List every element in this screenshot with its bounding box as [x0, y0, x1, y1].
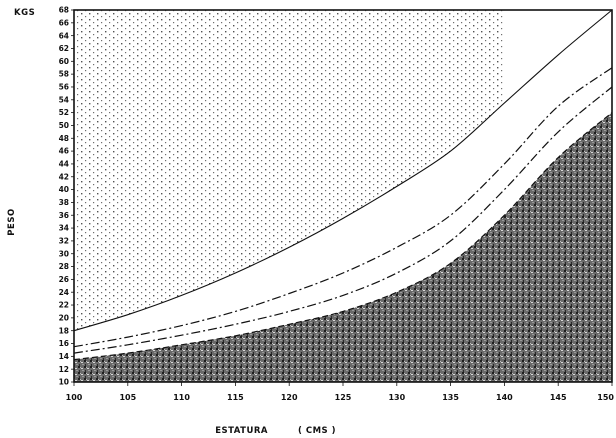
- series-line-2: [73, 67, 613, 348]
- y-tick-label: 38: [59, 198, 69, 207]
- series-line-1: [73, 9, 613, 332]
- x-axis-ticks: 100 105 110 115 120 125 130 135 140 145 150: [66, 382, 614, 402]
- y-tick-label: 36: [59, 211, 69, 220]
- y-tick-label: 32: [59, 236, 69, 245]
- x-tick-label: 100: [66, 393, 83, 402]
- y-tick-label: 60: [59, 57, 69, 66]
- y-tick-label: 56: [59, 83, 69, 92]
- shaded-region: [74, 112, 612, 382]
- y-tick-label: 48: [59, 134, 69, 143]
- x-tick-label: 115: [227, 393, 244, 402]
- x-tick-label: 120: [281, 393, 298, 402]
- x-tick-label: 125: [335, 393, 352, 402]
- series-lines: [73, 9, 613, 361]
- y-tick-label: 46: [59, 147, 69, 156]
- x-tick-label: 150: [597, 393, 614, 402]
- y-tick-label: 68: [59, 6, 69, 15]
- y-tick-label: 64: [59, 31, 69, 40]
- y-axis-label: PESO: [7, 208, 17, 235]
- y-tick-label: 26: [59, 275, 69, 284]
- y-axis-unit: KGS: [14, 8, 35, 18]
- x-tick-label: 105: [119, 393, 136, 402]
- y-tick-label: 22: [59, 301, 69, 310]
- x-tick-label: 130: [388, 393, 405, 402]
- y-tick-label: 12: [59, 365, 69, 374]
- y-tick-label: 24: [59, 288, 69, 297]
- x-tick-label: 140: [496, 393, 513, 402]
- y-tick-label: 50: [59, 121, 69, 130]
- y-tick-label: 42: [59, 172, 69, 181]
- x-axis-unit: ( CMS ): [298, 426, 336, 436]
- y-tick-label: 14: [59, 352, 69, 361]
- x-axis-label: ESTATURA: [215, 426, 268, 436]
- y-axis-ticks: 10 12 14 16 18 20 22 24 26 28 30 32 34 36 38 40 42 44 46 48…: [59, 6, 74, 387]
- y-tick-label: 66: [59, 18, 69, 27]
- y-tick-label: 16: [59, 339, 69, 348]
- y-tick-label: 28: [59, 262, 69, 271]
- x-tick-label: 145: [550, 393, 567, 402]
- series-line-3: [73, 86, 613, 354]
- y-tick-label: 44: [59, 160, 69, 169]
- stipple-area: [74, 10, 505, 331]
- y-tick-label: 20: [59, 313, 69, 322]
- y-tick-label: 10: [59, 378, 69, 387]
- y-tick-label: 62: [59, 44, 69, 53]
- x-tick-label: 135: [442, 393, 459, 402]
- y-tick-label: 18: [59, 326, 69, 335]
- y-tick-label: 34: [59, 224, 69, 233]
- y-tick-label: 52: [59, 108, 69, 117]
- shaded-area: [74, 112, 612, 382]
- x-tick-label: 110: [173, 393, 190, 402]
- y-tick-label: 54: [59, 95, 69, 104]
- y-tick-label: 58: [59, 70, 69, 79]
- series-line-4: [73, 112, 613, 361]
- y-tick-label: 40: [59, 185, 69, 194]
- y-tick-label: 30: [59, 249, 69, 258]
- stipple-region: [74, 10, 505, 331]
